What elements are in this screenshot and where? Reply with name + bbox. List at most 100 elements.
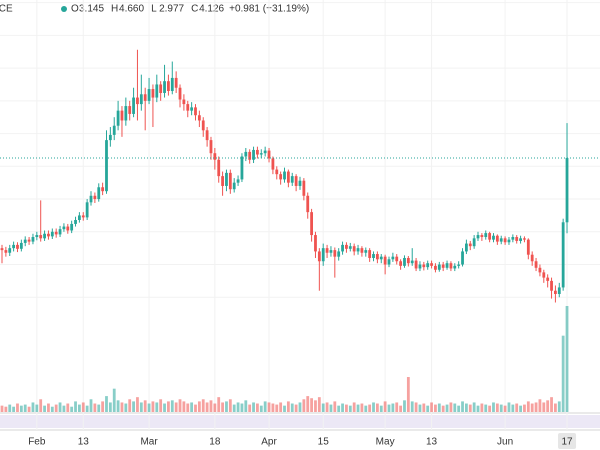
candle-body bbox=[178, 87, 182, 100]
candle-body bbox=[194, 107, 197, 116]
volume-bar bbox=[476, 405, 480, 412]
candle-body bbox=[449, 263, 453, 269]
volume-bar bbox=[534, 402, 538, 412]
candle-body bbox=[476, 235, 480, 239]
candle-body bbox=[530, 254, 534, 262]
symbol: ICE bbox=[0, 4, 13, 15]
volume-bar bbox=[43, 405, 46, 412]
volume-bar bbox=[406, 377, 410, 412]
volume-bar bbox=[472, 402, 476, 412]
candle-body bbox=[418, 264, 422, 269]
candle-body bbox=[561, 222, 565, 288]
candle-body bbox=[232, 182, 236, 190]
volume-bar bbox=[23, 404, 27, 412]
volume-bar bbox=[128, 399, 132, 412]
volume-bar bbox=[372, 402, 375, 412]
volume-bar bbox=[190, 402, 194, 412]
volume-bar bbox=[375, 403, 379, 412]
candle-body bbox=[124, 106, 128, 121]
candle-body bbox=[47, 233, 50, 237]
candle-body bbox=[159, 84, 163, 93]
candle-body bbox=[39, 235, 43, 239]
candle-body bbox=[105, 140, 108, 192]
volume-bar bbox=[379, 405, 383, 412]
volume-bar bbox=[364, 405, 368, 412]
volume-bar bbox=[252, 402, 255, 412]
volume-bar bbox=[430, 402, 433, 412]
candle-body bbox=[333, 250, 337, 257]
volume-bar bbox=[0, 405, 4, 412]
volume-bar bbox=[256, 403, 259, 412]
volume-bar bbox=[209, 400, 213, 412]
candle-body bbox=[23, 239, 27, 243]
volume-bar bbox=[337, 405, 341, 412]
candle-body bbox=[236, 179, 240, 183]
volume-bar bbox=[286, 401, 290, 412]
candle-body bbox=[441, 264, 445, 268]
candle-body bbox=[89, 195, 93, 203]
volume-bar bbox=[132, 401, 135, 412]
candle-body bbox=[468, 243, 472, 247]
ohlc-key: C bbox=[191, 4, 198, 15]
volume-bar bbox=[352, 402, 356, 412]
volume-bar bbox=[147, 403, 151, 412]
candle-body bbox=[174, 77, 178, 88]
x-tick-label: 13 bbox=[426, 437, 438, 448]
volume-bar bbox=[136, 397, 139, 412]
candle-body bbox=[465, 243, 468, 252]
volume-bar bbox=[360, 403, 364, 412]
volume-bar bbox=[35, 404, 39, 412]
volume-bar bbox=[449, 402, 453, 412]
volume-bar bbox=[194, 404, 197, 412]
candle-body bbox=[170, 77, 174, 92]
volume-bar bbox=[453, 403, 457, 412]
candle-body bbox=[252, 149, 255, 160]
volume-bar bbox=[70, 406, 74, 412]
volume-bar bbox=[414, 402, 418, 412]
candle-body bbox=[248, 151, 252, 160]
volume-bar bbox=[271, 403, 275, 412]
candle-body bbox=[136, 97, 139, 105]
candle-body bbox=[225, 172, 228, 186]
volume-bar bbox=[561, 335, 565, 412]
candle-body bbox=[387, 259, 391, 265]
volume-bar bbox=[139, 402, 143, 412]
candle-body bbox=[499, 238, 503, 242]
candle-body bbox=[205, 130, 209, 141]
candle-body bbox=[557, 287, 561, 294]
x-tick-label: Apr bbox=[261, 437, 277, 448]
volume-bar bbox=[170, 400, 174, 412]
candle-body bbox=[259, 153, 263, 155]
candle-body bbox=[364, 250, 368, 253]
volume-bar bbox=[217, 397, 221, 412]
candle-body bbox=[85, 202, 89, 218]
volume-bar bbox=[356, 404, 360, 412]
volume-bar bbox=[399, 405, 403, 412]
candle-body bbox=[244, 151, 248, 157]
volume-bar bbox=[317, 397, 321, 412]
ohlc-value: 2.977 bbox=[159, 4, 184, 15]
candle-body bbox=[267, 150, 271, 159]
volume-bar bbox=[290, 403, 294, 412]
candle-body bbox=[112, 125, 116, 135]
volume-bar bbox=[511, 404, 515, 412]
volume-bar bbox=[279, 402, 283, 412]
volume-bar bbox=[263, 401, 267, 412]
candle-body bbox=[472, 238, 476, 247]
volume-bar bbox=[62, 405, 66, 412]
volume-bar bbox=[437, 403, 441, 412]
x-tick-label: 13 bbox=[78, 437, 90, 448]
volume-bar bbox=[294, 404, 298, 412]
candle-body bbox=[426, 263, 430, 268]
candle-body bbox=[565, 158, 569, 223]
candle-body bbox=[480, 235, 484, 238]
volume-bar bbox=[267, 402, 271, 412]
candle-body bbox=[395, 256, 399, 262]
volume-bar bbox=[66, 403, 70, 412]
candle-body bbox=[368, 250, 372, 258]
volume-bar bbox=[151, 401, 155, 412]
volume-bar bbox=[329, 404, 333, 412]
volume-bar bbox=[523, 404, 526, 412]
candle-body bbox=[403, 257, 406, 266]
